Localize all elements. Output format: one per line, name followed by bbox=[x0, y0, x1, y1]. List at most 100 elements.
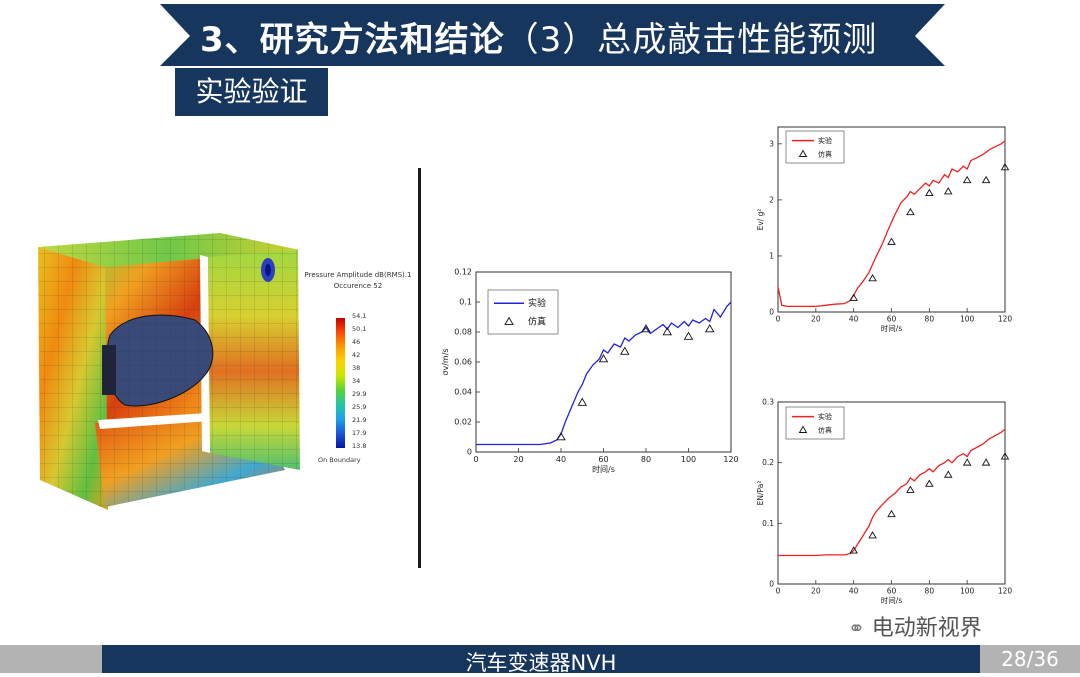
x-tick-label: 0 bbox=[473, 455, 478, 464]
series-point-仿真 bbox=[619, 346, 630, 355]
x-tick-label: 60 bbox=[887, 315, 897, 324]
series-line-实验 bbox=[778, 428, 1006, 557]
color-scale-label: 54.1 bbox=[352, 312, 367, 320]
x-axis-label: 时间/s bbox=[881, 595, 903, 605]
series-point-仿真 bbox=[887, 237, 896, 245]
series-point-仿真 bbox=[683, 331, 694, 340]
x-tick-label: 80 bbox=[925, 587, 935, 596]
x-tick-label: 40 bbox=[849, 587, 859, 596]
series-point-仿真 bbox=[577, 397, 588, 406]
y-axis-label: EN/Pa² bbox=[756, 481, 765, 506]
x-tick-label: 0 bbox=[776, 587, 781, 596]
color-scale-label: 21.9 bbox=[352, 416, 367, 424]
x-tick-label: 0 bbox=[776, 315, 781, 324]
series-point-仿真 bbox=[962, 175, 972, 184]
page-title: 3、研究方法和结论（3）总成敲击性能预测 bbox=[200, 12, 877, 61]
series-point-仿真 bbox=[962, 458, 972, 466]
legend-triangle-swatch bbox=[504, 316, 514, 325]
series-point-仿真 bbox=[868, 531, 877, 539]
legend-triangle-swatch bbox=[798, 149, 808, 157]
color-scale-label: 42 bbox=[352, 351, 361, 359]
series-point-仿真 bbox=[925, 188, 934, 197]
color-scale-label: 50.1 bbox=[352, 325, 367, 333]
legend-label: 实验 bbox=[818, 136, 832, 145]
y-tick-label: 0.1 bbox=[459, 298, 472, 307]
legend-label: 仿真 bbox=[818, 425, 832, 434]
series-point-仿真 bbox=[887, 509, 896, 518]
wechat-glyph-icon: ⚭ bbox=[848, 616, 865, 640]
series-point-仿真 bbox=[943, 187, 953, 195]
y-tick-label: 0.08 bbox=[454, 328, 472, 337]
legend-label: 实验 bbox=[528, 297, 546, 309]
y-tick-label: 0.3 bbox=[762, 398, 774, 407]
y-tick-label: 0.06 bbox=[454, 358, 472, 367]
x-tick-label: 120 bbox=[998, 587, 1013, 596]
series-point-仿真 bbox=[556, 432, 566, 441]
x-axis-label: 时间/s bbox=[881, 323, 903, 333]
x-tick-label: 40 bbox=[556, 455, 566, 464]
footer-bar: 汽车变速器NVH 28/36 bbox=[0, 645, 1080, 675]
series-line-实验 bbox=[777, 140, 1006, 308]
sim-legend-title: Pressure Amplitude dB(RMS).1 Occurence 5… bbox=[298, 270, 418, 292]
y-tick-label: 0.12 bbox=[454, 268, 472, 277]
x-tick-label: 20 bbox=[811, 587, 821, 596]
series-point-仿真 bbox=[906, 485, 915, 493]
sim-legend-line-1: Pressure Amplitude dB(RMS).1 bbox=[304, 271, 412, 279]
series-point-仿真 bbox=[849, 293, 858, 301]
title-rest: （3）总成敲击性能预测 bbox=[504, 20, 878, 60]
legend-label: 实验 bbox=[818, 412, 832, 421]
chart-sigma-v: 0 20 40 60 80 100 120 0 0.02 0.04 0.06 0.08 0.1 0.12 时… bbox=[441, 268, 739, 474]
series-point-仿真 bbox=[943, 470, 953, 478]
section-subtitle: 实验验证 bbox=[175, 68, 328, 116]
series-point-仿真 bbox=[598, 354, 609, 363]
series-point-仿真 bbox=[662, 327, 673, 336]
simulation-figure bbox=[38, 233, 300, 510]
series-point-仿真 bbox=[704, 324, 715, 333]
x-tick-label: 40 bbox=[849, 315, 859, 324]
x-tick-label: 80 bbox=[641, 455, 651, 464]
color-scale-label: 38 bbox=[352, 364, 361, 372]
vertical-divider bbox=[418, 168, 421, 568]
y-tick-label: 0.2 bbox=[762, 458, 774, 467]
color-scale-label: 17.9 bbox=[352, 429, 367, 437]
color-scale-bar bbox=[336, 318, 345, 448]
series-point-仿真 bbox=[1000, 162, 1010, 171]
footer-title: 汽车变速器NVH bbox=[465, 651, 617, 675]
x-axis-label: 时间/s bbox=[592, 464, 615, 474]
color-scale-label: 46 bbox=[352, 338, 361, 346]
x-tick-label: 120 bbox=[723, 455, 738, 464]
title-banner bbox=[160, 4, 945, 66]
footer-center-block bbox=[102, 645, 980, 673]
x-tick-label: 60 bbox=[598, 455, 608, 464]
y-tick-label: 1 bbox=[769, 251, 774, 260]
legend-box bbox=[785, 130, 845, 164]
series-point-仿真 bbox=[1000, 452, 1010, 460]
legend-label: 仿真 bbox=[818, 149, 832, 158]
footer-left-block bbox=[0, 645, 102, 673]
y-tick-label: 0 bbox=[467, 448, 472, 457]
legend-box bbox=[785, 406, 845, 440]
y-tick-label: 2 bbox=[769, 195, 774, 204]
x-tick-label: 20 bbox=[811, 315, 821, 324]
x-tick-label: 100 bbox=[960, 315, 975, 324]
y-axis-label: σv/m/s bbox=[441, 348, 450, 375]
sim-legend-line-2: Occurence 52 bbox=[333, 282, 383, 290]
series-point-仿真 bbox=[868, 273, 877, 282]
legend-label: 仿真 bbox=[528, 316, 546, 328]
color-scale-label: 13.8 bbox=[352, 442, 367, 450]
series-point-仿真 bbox=[641, 324, 651, 333]
y-tick-label: 0 bbox=[769, 580, 774, 589]
series-point-仿真 bbox=[906, 207, 915, 216]
y-tick-label: 0 bbox=[769, 308, 774, 317]
series-point-仿真 bbox=[849, 546, 858, 554]
series-point-仿真 bbox=[981, 175, 991, 184]
series-line-实验 bbox=[476, 301, 732, 446]
legend-box bbox=[487, 289, 559, 335]
x-tick-label: 80 bbox=[925, 315, 935, 324]
watermark: ⚭ 电动新视界 bbox=[848, 610, 982, 642]
color-scale-label: 29.9 bbox=[352, 390, 367, 398]
footer-right-block bbox=[980, 645, 1080, 673]
series-point-仿真 bbox=[925, 479, 934, 487]
